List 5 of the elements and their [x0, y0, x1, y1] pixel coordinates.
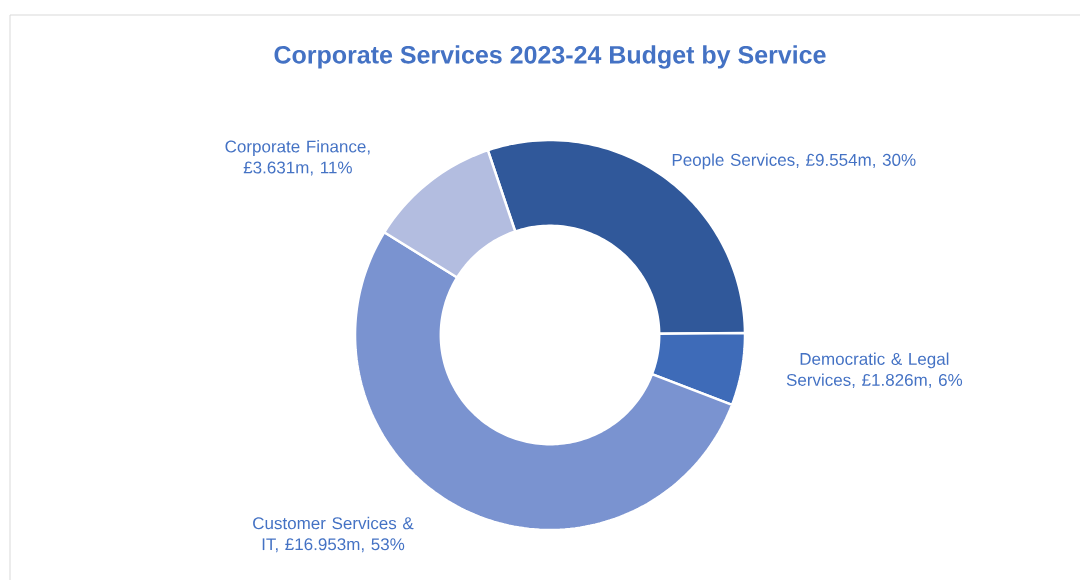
- chart-title: Corporate Services 2023-24 Budget by Service: [274, 45, 826, 69]
- slice-label: People Services, £9.554m, 30%: [672, 153, 916, 170]
- slice-label: Corporate Finance, £3.631m, 11%: [225, 140, 370, 176]
- slice-label: Customer Services & IT, £16.953m, 53%: [253, 516, 414, 553]
- slice-label: Democratic & Legal Services, £1.826m, 6%: [786, 352, 963, 388]
